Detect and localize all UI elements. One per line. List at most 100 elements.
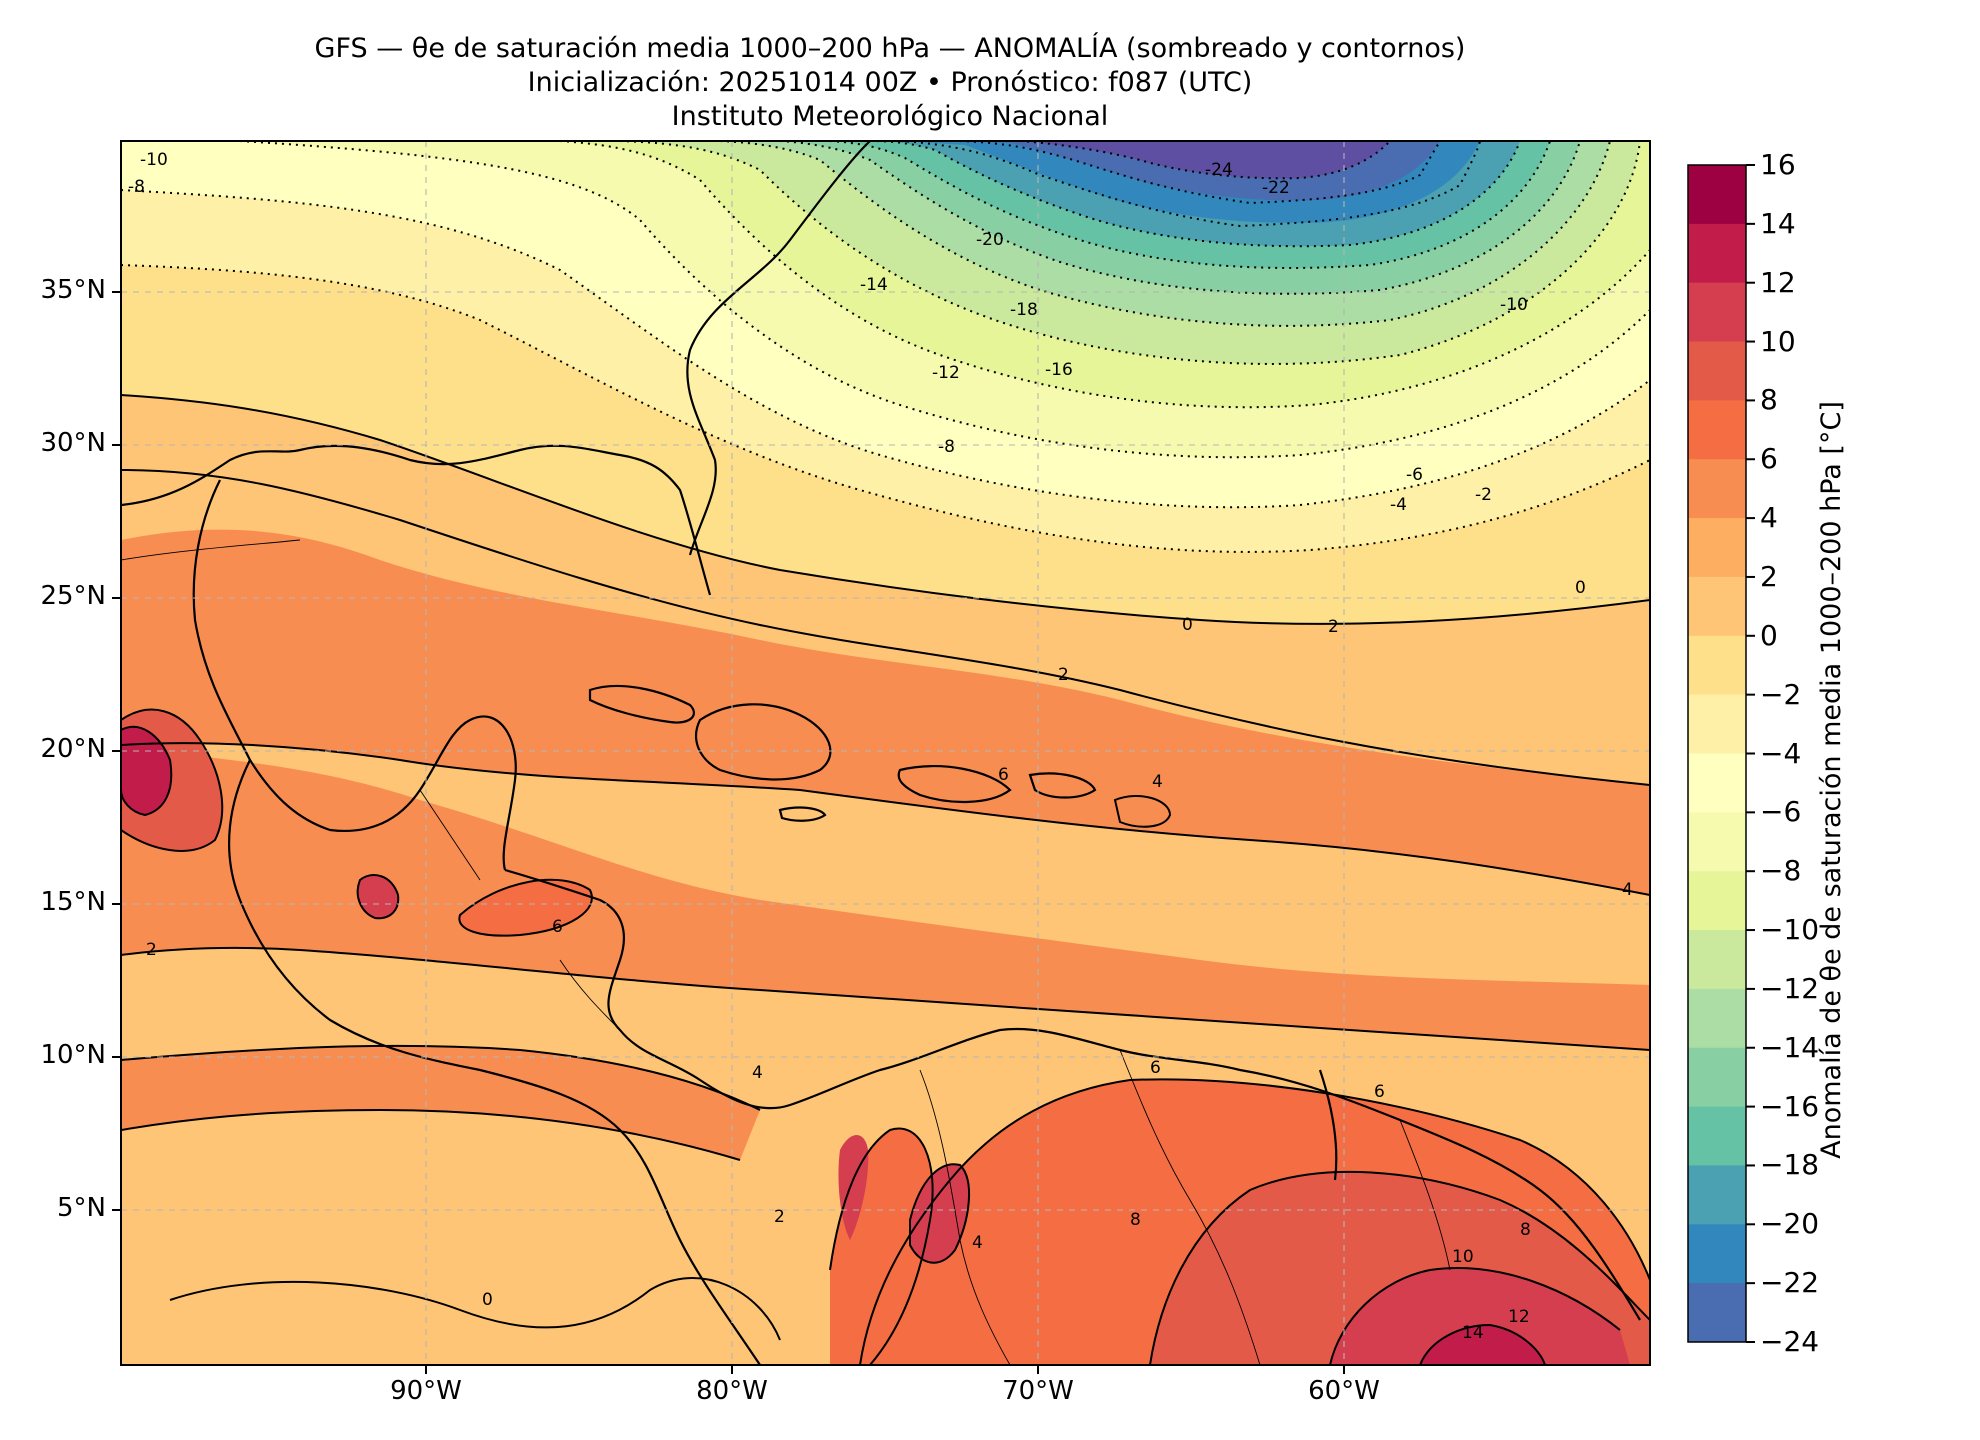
colorbar-tick-label: 4 — [1760, 501, 1778, 535]
colorbar-tick-label: −12 — [1760, 971, 1820, 1005]
lon-label-90w: 90°W — [390, 1376, 462, 1406]
positive-contours — [121, 394, 1650, 1365]
colorbar-tick-label: −4 — [1760, 736, 1802, 770]
contour-label: -20 — [976, 230, 1004, 250]
contour-label: -8 — [128, 177, 145, 197]
lat-label-25n: 25°N — [40, 581, 106, 611]
contour-label: 4 — [1622, 880, 1633, 900]
colorbar-tick-label: −24 — [1760, 1325, 1820, 1358]
colorbar-band — [1688, 282, 1746, 343]
colorbar-band — [1688, 988, 1746, 1049]
lon-label-70w: 70°W — [1002, 1376, 1074, 1406]
lat-label-10n: 10°N — [40, 1040, 106, 1070]
contour-label: 8 — [1130, 1210, 1141, 1230]
anomaly-shading-4-6 — [121, 529, 1650, 895]
colorbar-band — [1688, 165, 1746, 225]
colorbar-tick-label: −22 — [1760, 1266, 1820, 1300]
contour-label: -22 — [1262, 178, 1290, 198]
colorbar-tick-label: 8 — [1760, 383, 1778, 417]
colorbar-tick-label: −16 — [1760, 1089, 1820, 1123]
contour-label: -6 — [1406, 465, 1423, 485]
colorbar-title: Anomalía de θe de saturación media 1000–… — [1816, 401, 1847, 1159]
lat-label-35n: 35°N — [40, 275, 106, 305]
contour-label: 8 — [1520, 1220, 1531, 1240]
colorbar-band — [1688, 1106, 1746, 1166]
contour-label: -8 — [938, 437, 955, 457]
colorbar-band — [1688, 694, 1746, 754]
colorbar-tick-label: 6 — [1760, 442, 1778, 476]
colorbar-tick-label: 2 — [1760, 559, 1778, 593]
colorbar-tick-label: −6 — [1760, 795, 1802, 829]
map-frame — [120, 140, 1651, 1366]
contour-label: -10 — [140, 150, 168, 170]
contour-label: 6 — [998, 765, 1009, 785]
contour-label: 2 — [1328, 617, 1339, 637]
anomaly-shading-4-6 — [121, 1045, 760, 1160]
anomaly-shading-8-10 — [838, 1135, 869, 1240]
colorbar-band — [1688, 518, 1746, 578]
colorbar-band — [1688, 1047, 1746, 1108]
title-line-3: Instituto Meteorológico Nacional — [671, 101, 1109, 132]
title-line-2: Inicialización: 20251014 00Z • Pronóstic… — [527, 67, 1253, 98]
lon-label-80w: 80°W — [696, 1376, 768, 1406]
contour-label: 4 — [752, 1063, 763, 1083]
colorbar-band — [1688, 341, 1746, 401]
gridlines — [121, 141, 1650, 1365]
country-borders — [121, 539, 1451, 1365]
colorbar-tick-label: −8 — [1760, 854, 1802, 888]
contour-label: 4 — [972, 1233, 983, 1253]
colorbar-tick-label: 14 — [1760, 206, 1796, 240]
anomaly-shading-12-14 — [1420, 1325, 1545, 1365]
contour-label: 6 — [1150, 1058, 1161, 1078]
colorbar-tick-label: 12 — [1760, 265, 1796, 299]
colorbar-band — [1688, 459, 1746, 519]
contour-label: 2 — [774, 1207, 785, 1227]
colorbar-band — [1688, 753, 1746, 813]
anomaly-shading-4-6 — [121, 745, 1650, 1050]
axis-ticks — [112, 291, 1345, 1374]
contour-label: -14 — [860, 275, 888, 295]
colorbar — [1688, 165, 1746, 1343]
contour-label: -18 — [1010, 300, 1038, 320]
lat-label-15n: 15°N — [40, 887, 106, 917]
contour-label: -16 — [1045, 360, 1073, 380]
colorbar-band — [1688, 812, 1746, 872]
contour-label: 10 — [1452, 1247, 1474, 1267]
contour-label: 6 — [552, 917, 563, 937]
colorbar-tick-label: 0 — [1760, 618, 1778, 652]
map-area: -10 -8 -24 -22 -20 -18 -16 -14 -12 -10 -… — [121, 141, 1650, 1365]
colorbar-tick-label: −14 — [1760, 1030, 1820, 1064]
negative-contours — [121, 141, 1650, 553]
colorbar-tick-label: −18 — [1760, 1148, 1820, 1182]
anomaly-shading-8-10 — [910, 1164, 970, 1263]
colorbar-band — [1688, 1165, 1746, 1225]
coastlines — [121, 141, 1641, 1365]
contour-label: -10 — [1500, 295, 1528, 315]
lat-label-5n: 5°N — [57, 1193, 106, 1223]
contour-labels: -10 -8 -24 -22 -20 -18 -16 -14 -12 -10 -… — [128, 150, 1633, 1343]
colorbar-tick-label: 16 — [1760, 148, 1796, 181]
colorbar-ticks — [1746, 164, 1755, 1343]
contour-label: 6 — [1374, 1082, 1385, 1102]
anomaly-shading-12-14 — [121, 726, 172, 815]
lat-label-20n: 20°N — [40, 734, 106, 764]
contour-label: 14 — [1462, 1323, 1484, 1343]
title-line-1: GFS — θe de saturación media 1000–200 hP… — [314, 33, 1466, 64]
contour-label: -24 — [1205, 160, 1233, 180]
colorbar-tick-label: −20 — [1760, 1207, 1820, 1241]
colorbar-band — [1688, 635, 1746, 696]
anomaly-shading-minus24-minus22 — [1020, 141, 1390, 179]
contour-label: -2 — [1475, 485, 1492, 505]
colorbar-band — [1688, 223, 1746, 284]
lon-label-60w: 60°W — [1308, 1376, 1380, 1406]
contour-label: 4 — [1152, 772, 1163, 792]
colorbar-tick-label: −10 — [1760, 913, 1820, 947]
colorbar-band — [1688, 871, 1746, 931]
contour-label: 2 — [1058, 665, 1069, 685]
colorbar-band — [1688, 1224, 1746, 1284]
lat-label-30n: 30°N — [40, 428, 106, 458]
contour-label: 0 — [1575, 578, 1586, 598]
contour-label: 0 — [1182, 615, 1193, 635]
colorbar-tick-label: 10 — [1760, 324, 1796, 358]
